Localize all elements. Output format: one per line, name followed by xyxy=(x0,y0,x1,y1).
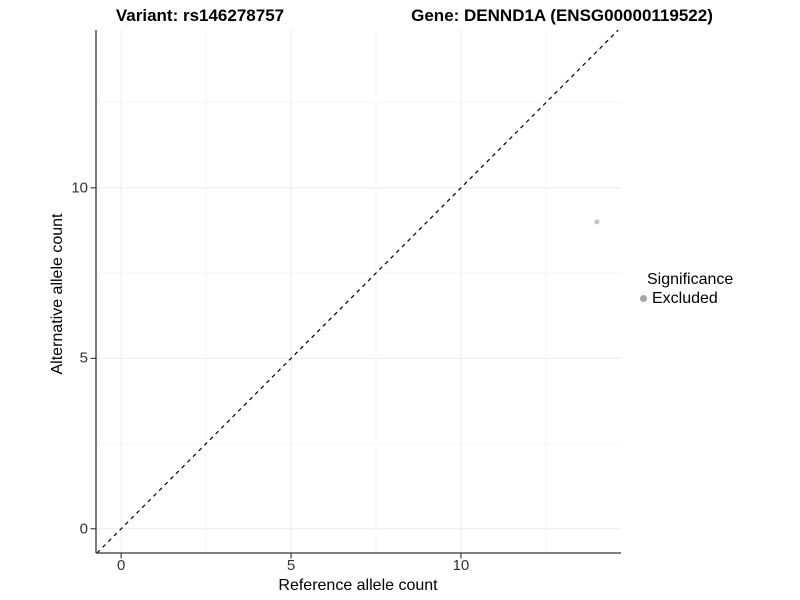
identity-dashed-line xyxy=(96,29,619,554)
plot-panel xyxy=(90,29,621,559)
x-axis-title: Reference allele count xyxy=(278,577,438,594)
x-tick-label: 0 xyxy=(116,557,126,574)
legend-key-dot-icon xyxy=(640,295,647,302)
x-tick-label: 5 xyxy=(286,557,296,574)
legend-entry-label: Excluded xyxy=(652,290,718,307)
variant-title: Variant: rs146278757 xyxy=(115,6,285,25)
y-tick-label: 5 xyxy=(79,349,88,367)
legend: Significance Excluded xyxy=(640,271,733,307)
legend-title: Significance xyxy=(647,271,734,288)
gene-title: Gene: DENND1A (ENSG00000119522) xyxy=(411,6,713,25)
x-tick-label: 10 xyxy=(452,557,470,574)
y-axis-title: Alternative allele count xyxy=(49,213,66,375)
y-tick-label: 0 xyxy=(79,520,88,538)
y-tick-label: 10 xyxy=(71,179,88,197)
data-point xyxy=(594,219,600,225)
legend-entry: Excluded xyxy=(640,290,733,307)
legend-entries: Excluded xyxy=(640,290,733,307)
